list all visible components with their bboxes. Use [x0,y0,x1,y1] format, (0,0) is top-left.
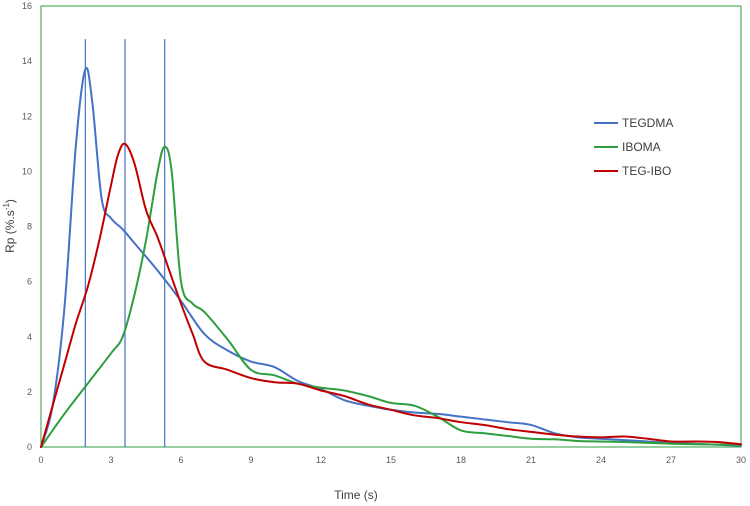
vertical-markers [84,39,166,447]
x-tick-label: 18 [456,455,466,465]
legend: TEGDMA IBOMA TEG-IBO [594,116,673,178]
y-tick-label: 8 [27,222,32,232]
x-tick-label: 24 [596,455,606,465]
x-tick-label: 3 [108,455,113,465]
y-axis-title-sup: -1 [2,203,11,211]
x-tick-label: 6 [178,455,183,465]
y-tick-label: 0 [27,442,32,452]
x-tick-label: 9 [248,455,253,465]
y-tick-label: 14 [22,56,32,66]
x-tick-label: 12 [316,455,326,465]
y-axis-ticks: 0 2 4 6 8 10 12 14 16 [22,1,32,452]
series-line-iboma [40,145,742,448]
legend-label-tegdma: TEGDMA [622,116,673,130]
x-tick-label: 30 [736,455,746,465]
legend-label-teg-ibo: TEG-IBO [622,164,671,178]
x-axis-title: Time (s) [334,488,378,502]
x-tick-label: 15 [386,455,396,465]
series-line-tegdma [40,66,742,448]
x-axis-ticks: 0 3 6 9 12 15 18 21 24 27 30 [38,455,746,465]
y-axis-title: Rp (%.s-1) [2,199,17,253]
series-lines [40,66,742,448]
y-tick-label: 4 [27,332,32,342]
y-tick-label: 16 [22,1,32,11]
y-axis-title-close: ) [3,199,17,203]
legend-label-iboma: IBOMA [622,140,661,154]
y-tick-label: 2 [27,387,32,397]
x-tick-label: 21 [526,455,536,465]
y-tick-label: 12 [22,111,32,121]
x-tick-label: 0 [38,455,43,465]
series-line-teg-ibo [40,142,742,448]
y-axis-title-main: Rp (%.s [3,210,17,253]
x-tick-label: 27 [666,455,676,465]
y-tick-label: 6 [27,277,32,287]
plot-frame [40,5,742,448]
y-tick-label: 10 [22,166,32,176]
